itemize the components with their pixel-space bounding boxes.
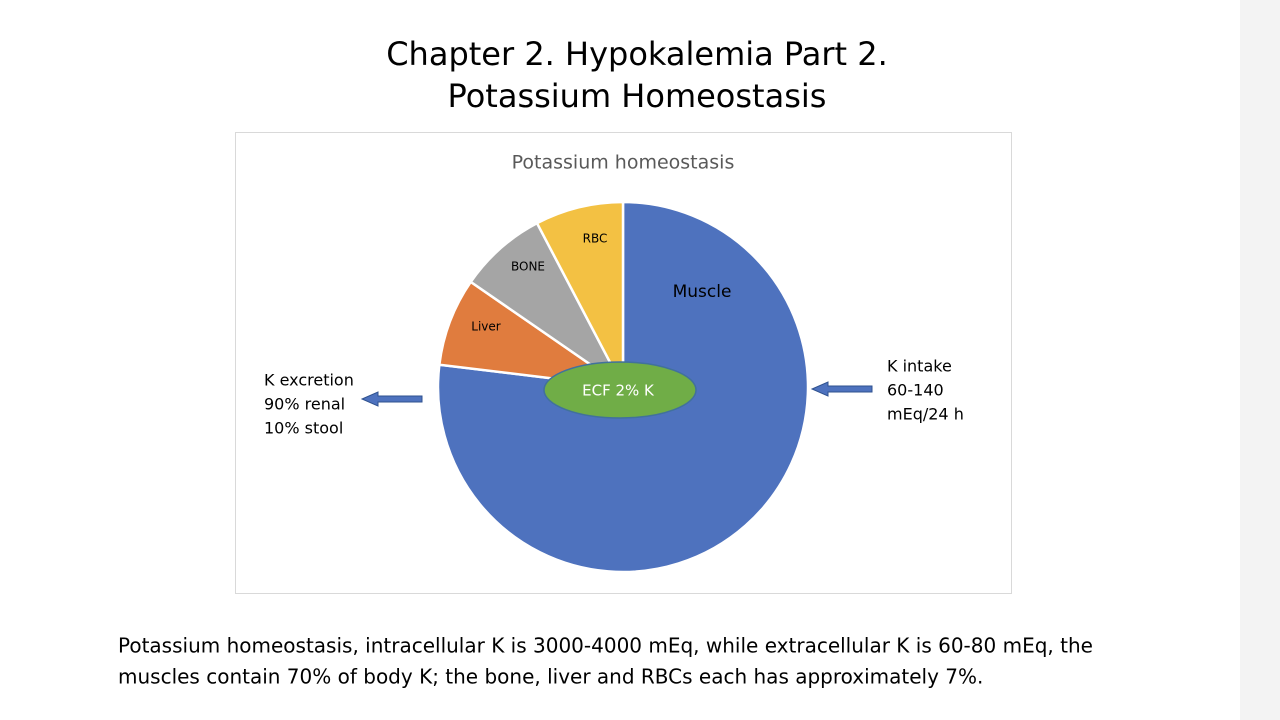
pie-slice [436,200,810,574]
intake-arrow [810,381,873,397]
ecf-label: ECF 2% K [582,382,655,400]
slice-label: Muscle [673,282,732,302]
excretion-arrow [360,391,423,407]
excretion-note: 90% renal [264,395,345,414]
slice-label: RBC [583,232,608,246]
excretion-note: K excretion [264,371,354,390]
intake-note: mEq/24 h [887,405,964,424]
side-strip [1240,0,1280,720]
slide-title: Chapter 2. Hypokalemia Part 2. [386,35,888,73]
slice-label: BONE [511,260,545,274]
excretion-note: 10% stool [264,419,343,438]
slice-label: Liver [471,320,501,334]
caption: muscles contain 70% of body K; the bone,… [118,665,983,689]
intake-note: K intake [887,357,952,376]
chart-title: Potassium homeostasis [512,152,735,174]
pie-slice [535,200,625,388]
intake-note: 60-140 [887,381,944,400]
pie: Muscle Liver BONE RBC [436,200,810,574]
ecf-ellipse [543,361,697,419]
slide-title: Potassium Homeostasis [448,77,827,115]
caption: Potassium homeostasis, intracellular K i… [118,634,1093,658]
